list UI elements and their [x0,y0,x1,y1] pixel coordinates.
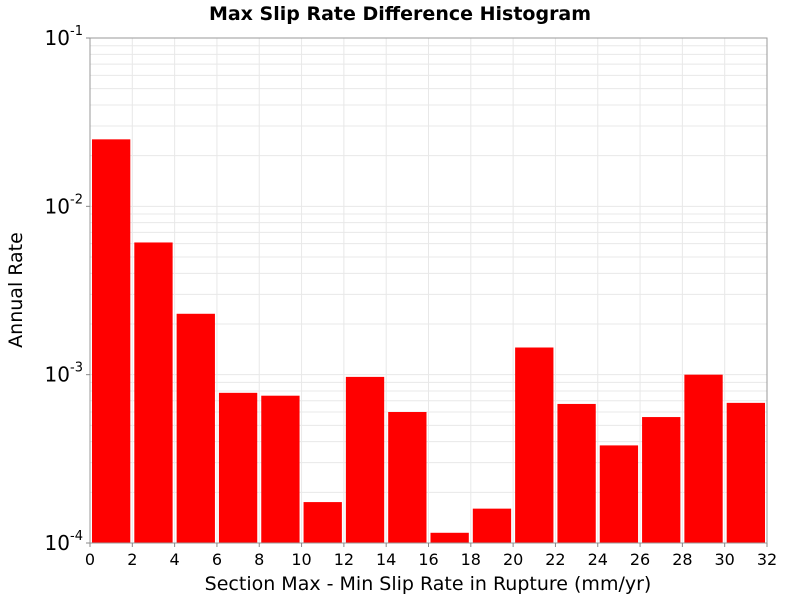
bar-9 [472,508,512,543]
bar-0 [92,139,131,543]
y-tick-label-exponent: -3 [70,361,83,376]
x-tick-label: 28 [672,550,692,569]
x-tick-label: 2 [127,550,137,569]
x-tick-label: 10 [291,550,311,569]
x-axis-ticks: 0 2 4 6 8 10 12 14 16 18 20 22 24 26 28 30 32 [85,543,777,569]
y-tick-label-base: 10 [45,26,70,50]
x-tick-label: 32 [757,550,777,569]
x-axis-label: Section Max - Min Slip Rate in Rupture (… [205,573,652,595]
x-tick-label: 14 [376,550,396,569]
bar-5 [303,502,342,543]
x-tick-label: 18 [461,550,481,569]
x-tick-label: 8 [254,550,264,569]
bar-14 [684,374,723,543]
y-tick-label-base: 10 [45,363,70,387]
y-tick-label-base: 10 [45,194,70,218]
x-tick-label: 12 [334,550,354,569]
bar-11 [557,403,596,543]
x-tick-label: 26 [630,550,650,569]
bar-2 [176,313,215,543]
bars [92,139,765,543]
bar-6 [345,376,385,543]
bar-15 [726,402,765,543]
x-tick-label: 24 [588,550,608,569]
bar-3 [218,392,258,543]
bar-13 [642,417,681,543]
x-tick-label: 16 [418,550,438,569]
chart-title: Max Slip Rate Difference Histogram [209,3,591,25]
x-tick-label: 30 [715,550,735,569]
bar-1 [134,242,173,543]
bar-7 [388,412,427,543]
y-tick-label-exponent: -4 [70,529,83,544]
y-axis-ticks: 10-410-310-210-1 [45,24,90,555]
bar-10 [515,347,554,543]
y-tick-label-exponent: -2 [70,192,83,207]
x-tick-label: 20 [503,550,523,569]
y-tick-label-exponent: -1 [70,24,83,39]
x-tick-label: 22 [545,550,565,569]
y-axis-label: Annual Rate [5,232,27,348]
y-tick-label-base: 10 [45,531,70,555]
x-tick-label: 0 [85,550,95,569]
x-tick-label: 6 [212,550,222,569]
bar-12 [599,445,639,543]
x-tick-label: 4 [170,550,180,569]
bar-8 [430,532,469,543]
bar-4 [261,395,300,543]
